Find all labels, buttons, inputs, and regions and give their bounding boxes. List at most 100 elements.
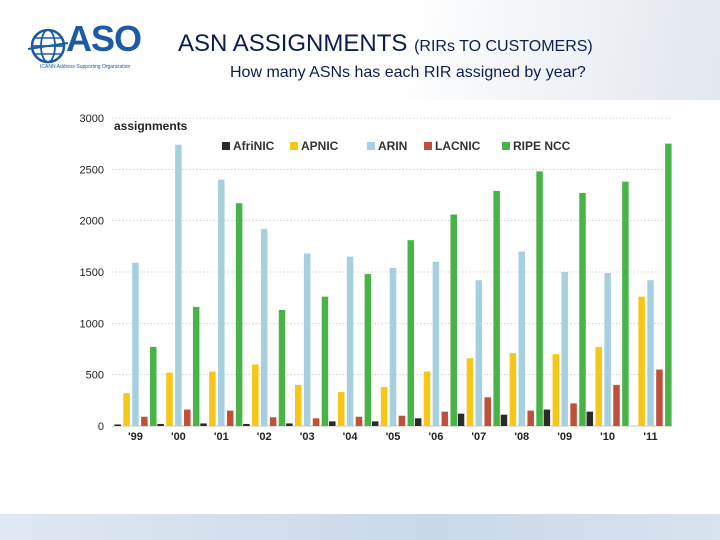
bar (579, 192, 586, 426)
bar (218, 179, 225, 426)
bar (595, 346, 602, 426)
bar (303, 253, 311, 426)
bar (278, 309, 286, 426)
asn-bar-chart: 0 500 1000 1500 2000 2500 3000 assignments AfriN… (42, 108, 678, 452)
bar (398, 415, 406, 426)
x-tick-label: '05 (386, 431, 401, 443)
y-tick-label: 0 (98, 421, 104, 433)
x-tick-label: '03 (300, 431, 315, 443)
x-tick-label: '04 (343, 431, 359, 443)
bar (235, 203, 243, 426)
bar (484, 397, 491, 426)
legend-swatch (367, 142, 375, 150)
page-title: ASN ASSIGNMENTS (RIRs TO CUSTOMERS) (178, 30, 593, 58)
bar (286, 423, 293, 426)
bar (243, 423, 250, 426)
legend-label: RIPE NCC (513, 139, 571, 153)
bar (389, 267, 397, 426)
bar (656, 369, 663, 426)
bar (457, 413, 465, 426)
x-tick-label: '07 (471, 431, 486, 443)
bar (141, 416, 148, 426)
y-tick-label: 500 (86, 370, 104, 382)
bar (518, 251, 526, 426)
bar (166, 372, 173, 426)
x-tick-label: '99 (128, 431, 143, 443)
footer-band (0, 514, 720, 540)
bar (346, 256, 354, 426)
bar (414, 418, 422, 426)
bar (432, 261, 440, 426)
bar (493, 190, 500, 426)
bar (509, 353, 517, 426)
bar (150, 346, 157, 426)
logo-text: ASO (66, 18, 142, 59)
bar (364, 274, 372, 426)
bar (604, 273, 611, 426)
x-tick-label: '09 (557, 431, 572, 443)
x-tick-label: '11 (643, 431, 657, 443)
legend-swatch (502, 142, 510, 150)
bar (527, 410, 534, 426)
bar (466, 358, 474, 426)
x-tick-label: '00 (171, 431, 186, 443)
legend-label: ARIN (378, 139, 407, 153)
aso-logo: ASO ICANN Address Supporting Organizatio… (28, 18, 168, 76)
bar (665, 143, 672, 426)
bar (114, 424, 121, 426)
bar (226, 410, 234, 426)
legend-label: AfriNIC (233, 139, 275, 153)
x-tick-label: '10 (600, 431, 615, 443)
legend-swatch (424, 142, 432, 150)
bar (132, 262, 139, 426)
y-tick-label: 1500 (80, 267, 104, 279)
bar (175, 144, 182, 426)
bar (441, 411, 449, 426)
bar (613, 384, 620, 426)
bar (192, 306, 200, 426)
legend-swatch (222, 142, 230, 150)
logo-subtext: ICANN Address Supporting Organization (40, 64, 131, 70)
bar (500, 414, 508, 426)
bar (312, 418, 320, 426)
bar (123, 393, 130, 426)
bar (260, 228, 268, 426)
y-axis-label: assignments (114, 119, 188, 133)
bar (570, 403, 577, 426)
header-background (0, 0, 720, 100)
bar (380, 386, 388, 426)
bar (337, 392, 345, 426)
bar (200, 423, 207, 426)
bar (552, 354, 560, 426)
bar (209, 371, 216, 426)
chart-background (42, 108, 678, 452)
bar (475, 280, 483, 426)
bar (423, 371, 431, 426)
bar (269, 417, 277, 426)
legend-swatch (290, 142, 298, 150)
y-tick-label: 2500 (80, 164, 104, 176)
page-subtitle: How many ASNs has each RIR assigned by y… (230, 64, 586, 81)
bar (157, 423, 164, 426)
bar (647, 280, 654, 426)
bar (586, 411, 594, 426)
x-tick-label: '01 (214, 431, 229, 443)
bar (355, 416, 363, 426)
bar (295, 384, 302, 426)
bar (638, 296, 645, 426)
title-main: ASN ASSIGNMENTS (178, 30, 415, 57)
y-tick-label: 2000 (80, 216, 104, 228)
bar (536, 171, 543, 426)
legend-label: LACNIC (435, 139, 481, 153)
x-tick-label: '02 (257, 431, 272, 443)
title-qualifier: (RIRs TO CUSTOMERS) (414, 38, 593, 55)
x-tick-label: '08 (514, 431, 529, 443)
y-tick-label: 1000 (80, 318, 104, 330)
y-tick-label: 3000 (80, 113, 104, 125)
bar (407, 240, 415, 426)
bar (184, 409, 191, 426)
legend-label: APNIC (301, 139, 339, 153)
bar (450, 214, 457, 426)
bar (371, 421, 379, 426)
bar (622, 181, 629, 426)
